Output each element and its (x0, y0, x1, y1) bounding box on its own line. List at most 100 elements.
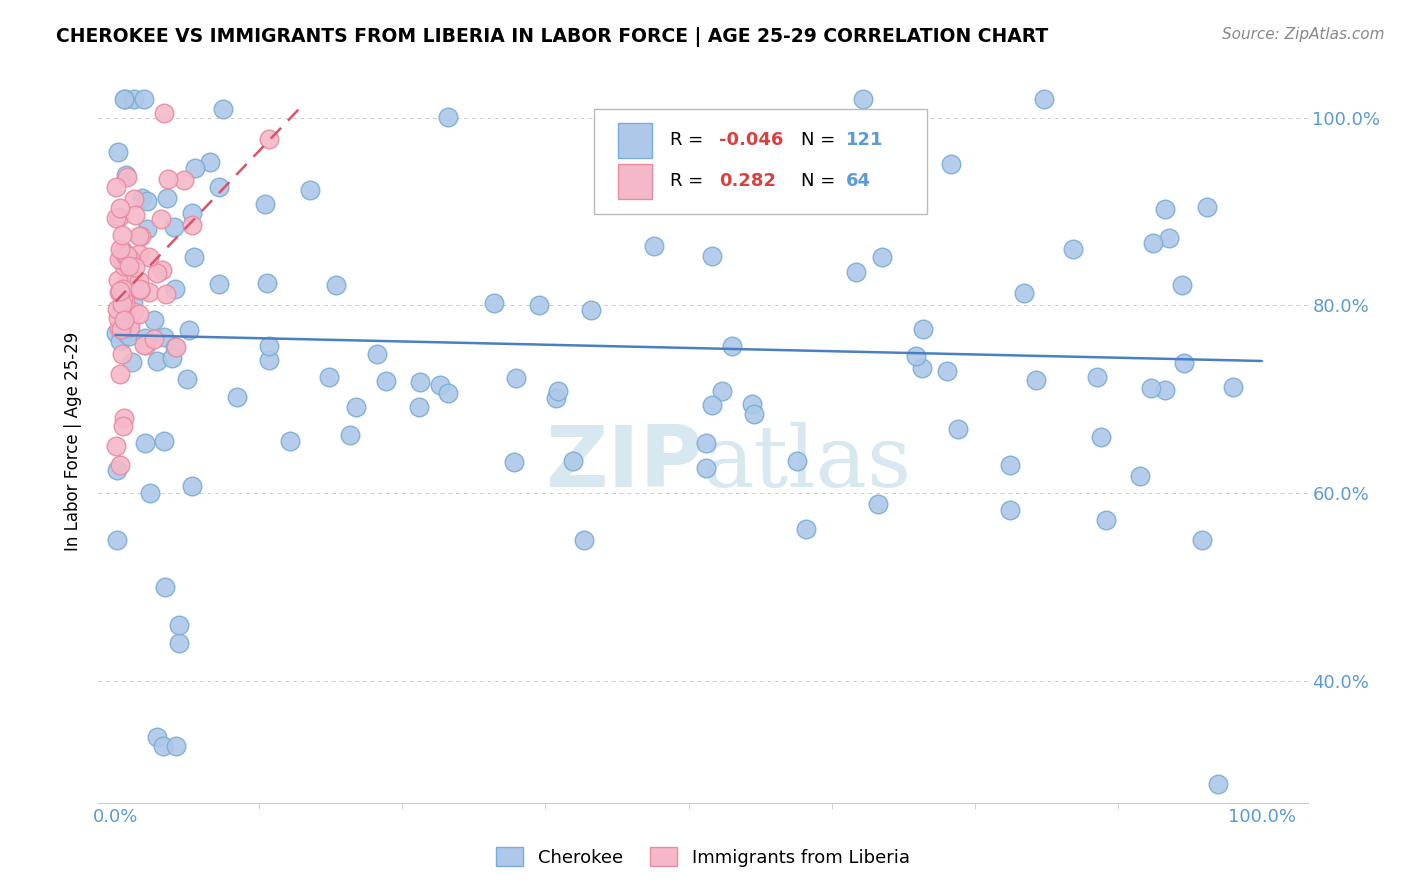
Point (122, 92, 145, 106)
Point (128, 275, 150, 289)
Point (208, 277, 231, 291)
Point (153, 434, 176, 448)
Point (135, 194, 157, 208)
Point (139, 486, 162, 500)
Point (108, 458, 131, 472)
Point (111, 251, 134, 265)
Point (208, 180, 231, 194)
Point (150, 262, 173, 277)
Point (198, 154, 221, 169)
Point (108, 321, 131, 335)
Point (1222, 380, 1244, 394)
Point (111, 292, 134, 306)
Point (1191, 533, 1213, 547)
FancyBboxPatch shape (595, 109, 927, 214)
Point (111, 282, 134, 296)
Point (998, 458, 1021, 472)
Point (138, 250, 160, 264)
Point (741, 397, 763, 411)
Point (162, 351, 184, 366)
Point (115, 277, 138, 291)
Point (124, 208, 146, 222)
Point (180, 206, 202, 220)
Point (1012, 285, 1035, 300)
Point (1159, 230, 1181, 244)
Point (1090, 430, 1112, 444)
Point (1206, 777, 1229, 791)
Point (165, 282, 187, 296)
Point (152, 739, 174, 754)
Text: N =: N = (801, 131, 841, 149)
Point (904, 350, 927, 364)
Point (110, 303, 132, 318)
Point (720, 339, 742, 353)
Point (579, 302, 602, 317)
Point (110, 334, 132, 348)
Point (124, 260, 146, 275)
Point (179, 323, 201, 337)
Point (118, 260, 141, 274)
Point (253, 197, 276, 211)
Point (153, 329, 176, 343)
Point (502, 455, 524, 469)
Point (845, 265, 868, 279)
Point (165, 739, 187, 754)
Point (134, 436, 156, 450)
Point (134, 330, 156, 344)
Point (375, 374, 398, 388)
Text: R =: R = (671, 131, 710, 149)
Point (1129, 468, 1152, 483)
Point (157, 172, 180, 186)
Point (143, 313, 166, 327)
Point (180, 218, 202, 232)
Point (105, 211, 128, 226)
Point (107, 310, 129, 325)
Point (129, 283, 152, 297)
Point (108, 367, 131, 381)
Point (121, 355, 143, 369)
Point (142, 332, 165, 346)
Point (852, 92, 875, 106)
Point (695, 436, 717, 450)
Point (544, 392, 567, 406)
Point (122, 192, 145, 206)
Point (129, 282, 152, 296)
Point (936, 364, 959, 378)
Point (184, 161, 207, 175)
Point (131, 191, 153, 205)
Point (1197, 200, 1219, 214)
Point (112, 92, 135, 106)
Point (105, 439, 128, 453)
Point (176, 372, 198, 386)
Point (153, 106, 176, 120)
Point (155, 287, 177, 301)
Text: R =: R = (671, 172, 710, 190)
Point (105, 533, 128, 547)
Point (436, 386, 458, 401)
Point (105, 326, 128, 340)
Point (505, 370, 527, 384)
Point (124, 304, 146, 318)
Point (1153, 383, 1175, 397)
Point (122, 295, 145, 310)
Point (167, 617, 190, 632)
Point (256, 276, 278, 290)
Point (1094, 513, 1116, 527)
Point (112, 313, 135, 327)
Point (723, 196, 745, 211)
Point (912, 322, 935, 336)
Point (111, 227, 134, 242)
Point (325, 278, 347, 293)
Point (939, 157, 962, 171)
Point (1032, 92, 1054, 106)
Point (129, 228, 152, 243)
Point (108, 284, 131, 298)
Point (167, 635, 190, 649)
Point (429, 378, 451, 392)
Point (112, 419, 135, 434)
Point (257, 339, 280, 353)
Point (115, 168, 138, 182)
Point (298, 183, 321, 197)
Point (111, 244, 134, 258)
Point (163, 340, 186, 354)
